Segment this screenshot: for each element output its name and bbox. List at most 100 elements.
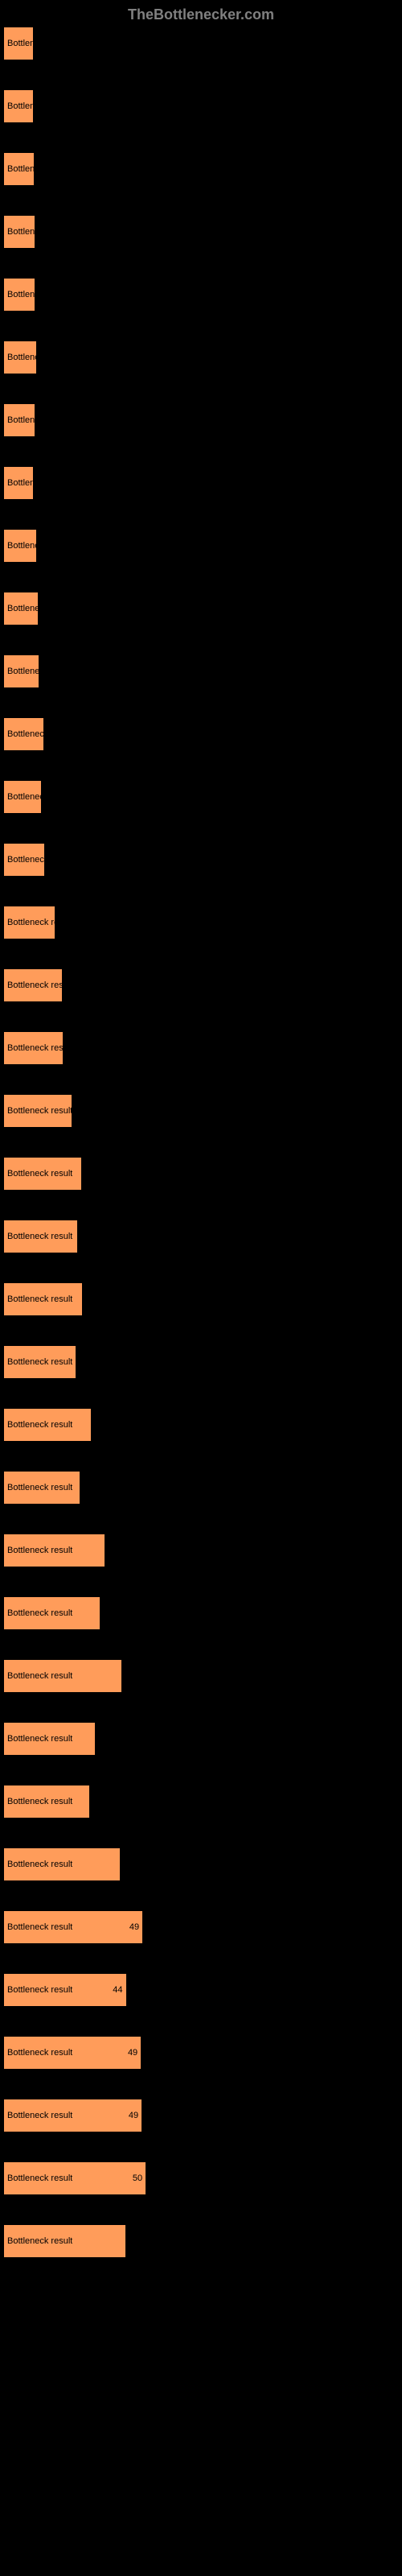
bar: Bottleneck r: [3, 843, 45, 877]
bar-row: Bottleneck result 4: [3, 2224, 399, 2258]
bar-label: Bottleneck result: [7, 1357, 72, 1367]
bar-label: Bottleneck result: [7, 1860, 72, 1869]
bar-row: Bottleneck result4: [3, 1659, 399, 1693]
bar: Bottleneck result: [3, 1157, 82, 1191]
bar-row: Bottleneck: [3, 592, 399, 625]
bar-label: Bottleneck result: [7, 980, 62, 990]
bar-row: Bottleneck resu: [3, 906, 399, 939]
bar: Bottleneck result: [3, 1345, 76, 1379]
bar: Bottleneck result: [3, 1408, 92, 1442]
bar-label: Bottlenec: [7, 227, 35, 237]
bar: Bottleneck result 49: [3, 2036, 142, 2070]
bar-label: Bottlenec: [7, 290, 35, 299]
bar: Bottleneck result: [3, 1722, 96, 1756]
bar-value: 4: [141, 2236, 146, 2246]
bar-value: 49: [128, 2048, 137, 2058]
bar-label: Bottleneck result: [7, 1985, 72, 1995]
bar-chart: Bottlene Bottlene Bottlenec Bottlenec Bottle…: [0, 27, 402, 2258]
bar: Bottleneck result: [3, 1094, 72, 1128]
bar: Bottlenec: [3, 403, 35, 437]
bar-row: Bottleneck result 4: [3, 1847, 399, 1881]
bar-row: Bottlenec: [3, 278, 399, 312]
bar-row: Bottleneck result: [3, 1345, 399, 1379]
bar-row: Bottlenec: [3, 403, 399, 437]
bar-value: 50: [133, 2174, 142, 2183]
bar-label: Bottleneck result: [7, 1922, 72, 1932]
bar-row: Bottleneck result: [3, 1596, 399, 1630]
bar: Bottleneck: [3, 780, 42, 814]
bar-label: Bottlenec: [7, 415, 35, 425]
bar-label: Bottleneck: [7, 353, 36, 362]
bar-label: Bottlenec: [7, 164, 34, 174]
bar-label: Bottleneck result: [7, 1546, 72, 1555]
bar-label: Bottleneck resu: [7, 918, 55, 927]
bar-row: Bottleneck result: [3, 1471, 399, 1505]
bar-row: Bottleneck: [3, 780, 399, 814]
bar-row: Bottlene: [3, 89, 399, 123]
bar: Bottleneck result4: [3, 2224, 126, 2258]
bar-row: Bottlenec: [3, 215, 399, 249]
bar: Bottleneck result: [3, 1534, 105, 1567]
bar-row: Bottleneck result49: [3, 1910, 399, 1944]
bar-label: Bottlene: [7, 101, 33, 111]
bar-row: Bottleneck result49: [3, 2099, 399, 2132]
bar: Bottleneck: [3, 717, 44, 751]
bar: Bottleneck: [3, 529, 37, 563]
bar-label: Bottleneck: [7, 729, 43, 739]
bar-row: Bottlene: [3, 466, 399, 500]
bar-label: Bottleneck result: [7, 1169, 72, 1179]
bar: Bottleneck result: [3, 1220, 78, 1253]
bar-row: Bottleneck: [3, 717, 399, 751]
bar-row: Bottleneck result: [3, 968, 399, 1002]
bar: Bottlenec: [3, 152, 35, 186]
bar-row: Bottleneck result 50: [3, 2161, 399, 2195]
bar-row: Bottleneck result: [3, 1031, 399, 1065]
bar: Bottleneck result: [3, 1282, 83, 1316]
bar: Bottleneck result49: [3, 1910, 143, 1944]
bar-label: Bottleneck: [7, 792, 41, 802]
bar-row: Bottleneck result: [3, 1722, 399, 1756]
bar-label: Bottleneck result: [7, 1294, 72, 1304]
bar-row: Bottleneck: [3, 529, 399, 563]
bar-label: Bottleneck result: [7, 2174, 72, 2183]
bar: Bottleneck resu: [3, 906, 55, 939]
bar-label: Bottleneck: [7, 667, 39, 676]
bar-row: Bottleneck result 49: [3, 2036, 399, 2070]
bar: Bottleneck result: [3, 1031, 64, 1065]
bar: Bottlene: [3, 466, 34, 500]
bar-row: Bottleneck result: [3, 1785, 399, 1818]
bar-row: Bottleneck result: [3, 1157, 399, 1191]
bar-label: Bottlene: [7, 478, 33, 488]
bar-row: Bottlenec: [3, 152, 399, 186]
bar-row: Bottleneck: [3, 654, 399, 688]
bar: Bottleneck result4: [3, 1659, 122, 1693]
bar-row: Bottleneck result: [3, 1094, 399, 1128]
bar: Bottleneck result4: [3, 1847, 121, 1881]
bar-row: Bottleneck result: [3, 1408, 399, 1442]
bar-label: Bottleneck result: [7, 1608, 72, 1618]
bar: Bottleneck result 50: [3, 2161, 146, 2195]
bar: Bottleneck result44: [3, 1973, 127, 2007]
bar: Bottleneck: [3, 654, 39, 688]
bar-row: Bottlene: [3, 27, 399, 60]
bar: Bottleneck result: [3, 1471, 80, 1505]
bar-label: Bottleneck result: [7, 1043, 63, 1053]
bar-label: Bottlene: [7, 39, 33, 48]
bar: Bottleneck: [3, 592, 39, 625]
bar: Bottleneck result: [3, 968, 63, 1002]
bar: Bottleneck result: [3, 1596, 100, 1630]
bar-value: 4: [137, 1671, 142, 1681]
bar: Bottlene: [3, 27, 34, 60]
bar-label: Bottleneck result: [7, 1483, 72, 1492]
bar-label: Bottleneck result: [7, 2048, 72, 2058]
bar-row: Bottleneck result: [3, 1282, 399, 1316]
bar-label: Bottleneck result: [7, 2236, 72, 2246]
bar-label: Bottleneck result: [7, 1734, 72, 1744]
bar: Bottleneck result49: [3, 2099, 142, 2132]
bar-row: Bottleneck result: [3, 1220, 399, 1253]
bar-label: Bottleneck result: [7, 1797, 72, 1806]
bar-row: Bottleneck result44: [3, 1973, 399, 2007]
bar: Bottleneck: [3, 341, 37, 374]
bar-label: Bottleneck: [7, 541, 36, 551]
bar-value: 4: [136, 1860, 141, 1869]
